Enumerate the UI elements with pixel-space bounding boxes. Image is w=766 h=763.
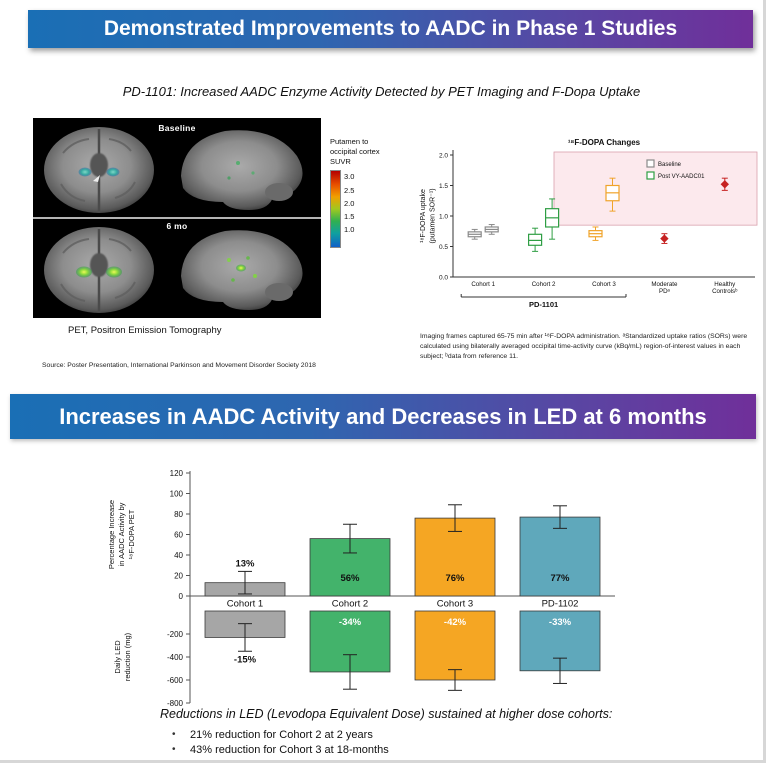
bullet-item: 43% reduction for Cohort 3 at 18-months (172, 744, 389, 756)
slide1-title: Demonstrated Improvements to AADC in Pha… (103, 17, 678, 40)
boxplot-ylabel: ¹⁸F-DOPA uptake (420, 189, 427, 243)
colorbar-tick: 3.0 (344, 172, 355, 182)
slide2-title-banner: Increases in AADC Activity and Decreases… (10, 394, 756, 439)
category-label: Cohort 3 (437, 599, 473, 610)
legend-label: Baseline (658, 162, 682, 168)
bar-label: -34% (339, 617, 362, 628)
aadc-axis-label: ¹⁸F-DOPA PET (127, 509, 136, 559)
colorbar-gradient (330, 170, 341, 249)
y-tick-label: 120 (170, 469, 184, 478)
y-tick-label: 1.5 (439, 183, 448, 190)
category-label: Cohort 1 (227, 599, 263, 610)
suvr-colorbar: Putamen to occipital cortex SUVR 3.0 2.5 2… (330, 137, 414, 249)
bar-label: 76% (445, 573, 465, 584)
y-tick-label: 80 (174, 510, 183, 519)
x-tick-label: Cohort 3 (592, 281, 616, 288)
y-tick-label: -200 (167, 630, 184, 639)
y-tick-label: 0.0 (439, 274, 448, 281)
y-tick-label: -400 (167, 653, 184, 662)
slide1-title-banner: Demonstrated Improvements to AADC in Pha… (28, 10, 753, 48)
colorbar-tick: 1.0 (344, 225, 355, 235)
slide1-subtitle: PD-1101: Increased AADC Enzyme Activity … (122, 84, 641, 99)
x-tick-label: Moderate (651, 281, 678, 288)
y-tick-label: 40 (174, 551, 183, 560)
pet-brain-images (33, 118, 321, 318)
x-tick-label: Cohort 2 (532, 281, 556, 288)
box (527, 233, 543, 246)
x-tick-label: Cohort 1 (471, 281, 495, 288)
diamond-marker (660, 234, 669, 243)
aadc-axis-label: Percentage Increase (107, 500, 116, 569)
source-text: Source: Poster Presentation, Internation… (42, 362, 316, 369)
led-axis-label: reduction (mg) (123, 632, 132, 681)
bar-label: -15% (234, 654, 257, 665)
pet-axial-baseline (44, 127, 154, 213)
x-tick-label: Healthy (714, 281, 736, 288)
bar-label: 56% (340, 573, 360, 584)
pointer-arrow-icon (93, 175, 100, 182)
fdopa-boxplot-chart: ¹⁸F-DOPA Changes 0.0 0.5 1.0 1.5 2.0 Baseline P… (420, 138, 758, 309)
colorbar-tick: 2.0 (344, 198, 355, 208)
y-tick-label: 0.5 (439, 244, 448, 251)
legend-swatch (646, 159, 655, 168)
colorbar-tick: 2.5 (344, 185, 355, 195)
y-tick-label: 1.0 (439, 213, 448, 220)
x-tick-label: PDᵃ (659, 288, 671, 295)
y-tick-label: -600 (167, 676, 184, 685)
pet-axial-6mo (44, 227, 154, 313)
y-tick-label: -800 (167, 699, 184, 708)
bullet-item: 21% reduction for Cohort 2 at 2 years (172, 729, 389, 741)
pet-caption: PET, Positron Emission Tomography (68, 325, 222, 336)
bar-label: 77% (550, 573, 570, 584)
legend-swatch (646, 171, 655, 180)
aadc-axis-label: in AADC Activity by (117, 502, 126, 566)
y-tick-label: 100 (170, 489, 184, 498)
y-tick-label: 0 (179, 592, 184, 601)
summary-bullets: 21% reduction for Cohort 2 at 2 years 43%… (172, 726, 389, 756)
led-summary-heading: Reductions in LED (Levodopa Equivalent D… (160, 707, 613, 721)
colorbar-label: Putamen to occipital cortex SUVR (330, 137, 380, 166)
pet-sagittal-6mo (181, 230, 303, 310)
colorbar-ticks: 3.0 2.5 2.0 1.5 1.0 (344, 170, 354, 234)
boxplot-title: ¹⁸F-DOPA Changes (568, 138, 641, 147)
led-axis-label: Daily LED (113, 640, 122, 674)
bar-label: -42% (444, 617, 467, 628)
bar-led-3 (414, 610, 496, 681)
pet-image-panel: Baseline 6 mo (33, 118, 321, 318)
pet-row2-label: 6 mo (166, 221, 188, 231)
bracket-label: PD-1101 (529, 300, 558, 309)
imaging-footnote: Imaging frames captured 65-75 min after … (420, 333, 748, 360)
legend-label: Post VY-AADC01 (658, 174, 705, 180)
y-tick-label: 60 (174, 530, 183, 539)
pet-row1-label: Baseline (158, 123, 196, 133)
x-tick-label: Controlsᵇ (712, 288, 738, 295)
boxplot-ylabel: (putamen SOR⁻¹) (430, 188, 437, 243)
highlight-box (553, 151, 758, 226)
colorbar-tick: 1.5 (344, 212, 355, 221)
bar-aadc-4 (519, 516, 601, 597)
bar-label: -33% (549, 617, 572, 628)
bar-label: 13% (235, 558, 255, 569)
slide2-title: Increases in AADC Activity and Decreases… (59, 403, 707, 429)
category-label: Cohort 2 (332, 599, 368, 610)
aadc-led-bar-chart: 0 20 40 60 80 100 120 -200 -400 -600 -800 13% Cohort… (107, 469, 615, 708)
pet-sagittal-baseline (181, 130, 303, 210)
y-tick-label: 20 (174, 571, 183, 580)
category-label: PD-1102 (542, 599, 579, 610)
y-tick-label: 2.0 (439, 152, 448, 159)
